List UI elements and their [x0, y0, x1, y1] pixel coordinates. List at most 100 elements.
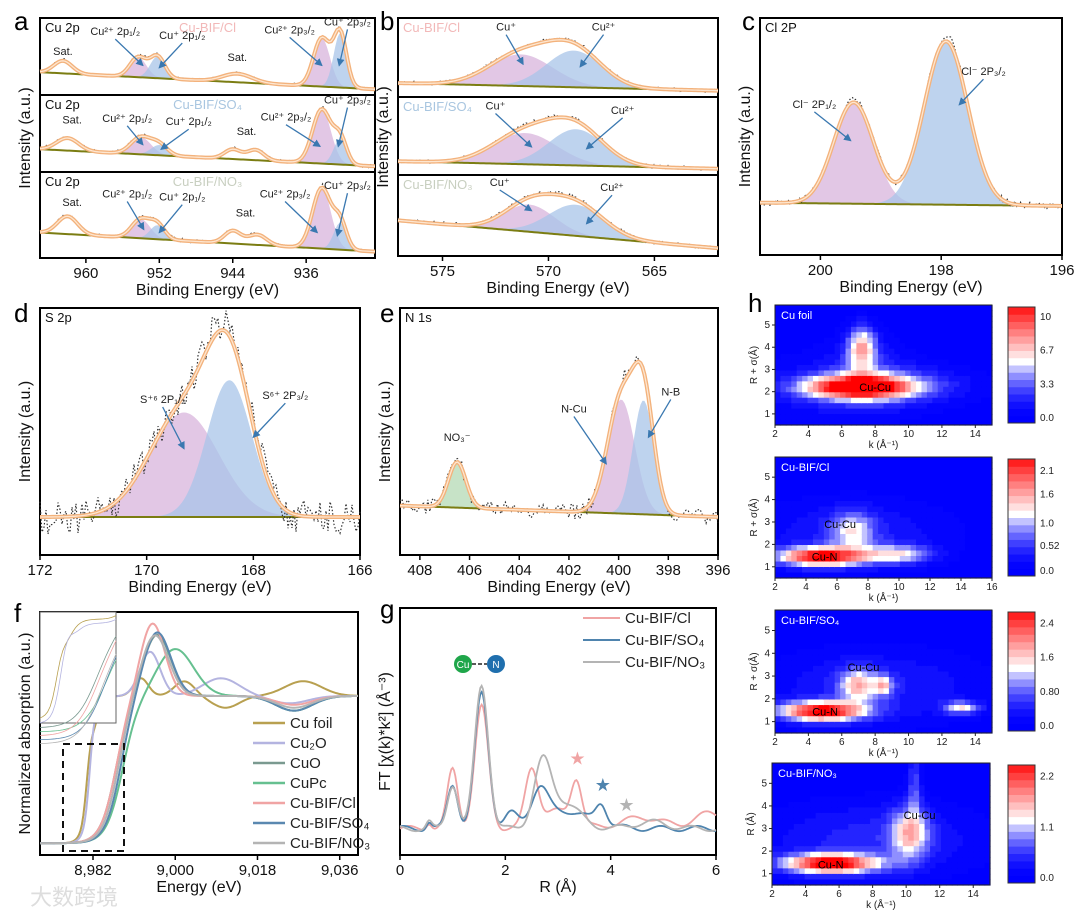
heatmap-cell [802, 727, 809, 734]
heatmap-cell [791, 539, 798, 546]
heatmap-cell [812, 386, 819, 393]
heatmap-cell [872, 621, 879, 628]
heatmap-cell [796, 359, 803, 366]
heatmap-cell [872, 637, 879, 645]
heatmap-cell [891, 768, 898, 775]
heatmap-cell [881, 851, 888, 858]
heatmap-cell [864, 796, 871, 803]
heatmap-cell [886, 829, 893, 836]
heatmap-cell [856, 517, 863, 524]
heatmap-cell [823, 534, 830, 541]
heatmap-cell [842, 835, 849, 842]
heatmap-cell [894, 337, 901, 344]
heatmap-cell [807, 528, 814, 535]
heatmap-cell [867, 572, 874, 579]
heatmap-cell [840, 682, 847, 689]
heatmap-cell [772, 768, 779, 775]
heatmap-cell [932, 567, 939, 574]
heatmap-cell [812, 414, 819, 421]
heatmap-cell [829, 716, 836, 723]
heatmap-cell [872, 654, 879, 661]
heatmap-cell [910, 572, 917, 579]
heatmap-cell [826, 779, 833, 786]
colorbar-step [1008, 765, 1035, 773]
heatmap-cell [905, 386, 912, 393]
heatmap-cell [970, 321, 977, 328]
heatmap-cell [908, 857, 915, 864]
heatmap-cell [775, 343, 782, 350]
heatmap-cell [959, 721, 966, 729]
heatmap-cell [940, 768, 947, 775]
heatmap-cell [840, 337, 847, 344]
heatmap-cell [861, 682, 868, 689]
heatmap-cell [986, 354, 993, 361]
heatmap-cell [959, 490, 966, 497]
heatmap-cell [850, 699, 857, 706]
heatmap-cell [867, 337, 874, 344]
heatmap-cell [891, 790, 898, 797]
heatmap-cell [802, 649, 809, 656]
heatmap-cell [823, 337, 830, 344]
heatmap-cell [921, 637, 928, 645]
heatmap-cell [894, 375, 901, 382]
heatmap-cell [804, 862, 811, 869]
heatmap-cell [916, 721, 923, 729]
heatmap-cell [926, 671, 933, 678]
heatmap-cell [785, 710, 792, 717]
heatmap-cell [775, 479, 782, 486]
heatmap-cell [775, 462, 782, 469]
heatmap-cell [888, 315, 895, 322]
heatmap-cell [834, 495, 841, 502]
heatmap-cell [870, 774, 877, 781]
heatmap-cell [964, 305, 971, 312]
heatmap-cell [948, 506, 955, 513]
x-tick-label: 8 [872, 429, 878, 440]
heatmap-cell [788, 779, 795, 786]
heatmap-cell [948, 534, 955, 541]
heatmap-cell [831, 818, 838, 825]
panel-label: c [742, 6, 755, 36]
heatmap-cell [891, 857, 898, 864]
heatmap-cell [979, 851, 986, 858]
heatmap-cell [812, 665, 819, 673]
heatmap-cell [926, 414, 933, 421]
heatmap-cell [780, 534, 787, 541]
y-axis-label: R + σ(Å) [747, 346, 760, 384]
heatmap-cell [916, 315, 923, 322]
heatmap-cell [782, 879, 789, 886]
heatmap-cell [818, 381, 825, 388]
heatmap-cell [818, 643, 825, 650]
heatmap-cell [908, 796, 915, 803]
heatmap-cell [959, 545, 966, 552]
heatmap-cell [957, 763, 964, 770]
heatmap-cell [968, 763, 975, 770]
heatmap-cell [984, 818, 991, 825]
heatmap-cell [899, 660, 906, 667]
heatmap-cell [959, 457, 966, 464]
heatmap-cell [916, 343, 923, 350]
heatmap-cell [986, 468, 993, 475]
annotation-arrow [252, 402, 286, 439]
heatmap-cell [932, 682, 939, 689]
heatmap-cell [807, 517, 814, 524]
heatmap-cell [812, 721, 819, 729]
heatmap-cell [964, 626, 971, 633]
heatmap-cell [926, 665, 933, 673]
heatmap-cell [986, 484, 993, 491]
heatmap-cell [780, 343, 787, 350]
heatmap-cell [834, 693, 841, 701]
heatmap-cell [818, 332, 825, 339]
heatmap-cell [802, 615, 809, 622]
heatmap-cell [943, 626, 950, 633]
heatmap-cell [834, 610, 841, 617]
heatmap-cell [970, 610, 977, 617]
heatmap-cell [932, 490, 939, 497]
heatmap-cell [845, 615, 852, 622]
heatmap-cell [926, 305, 933, 312]
heatmap-cell [970, 643, 977, 650]
colorbar-frame [1007, 611, 1036, 732]
heatmap-cell [970, 721, 977, 729]
colorbar-step [1008, 809, 1035, 818]
heatmap-cell [859, 763, 866, 770]
